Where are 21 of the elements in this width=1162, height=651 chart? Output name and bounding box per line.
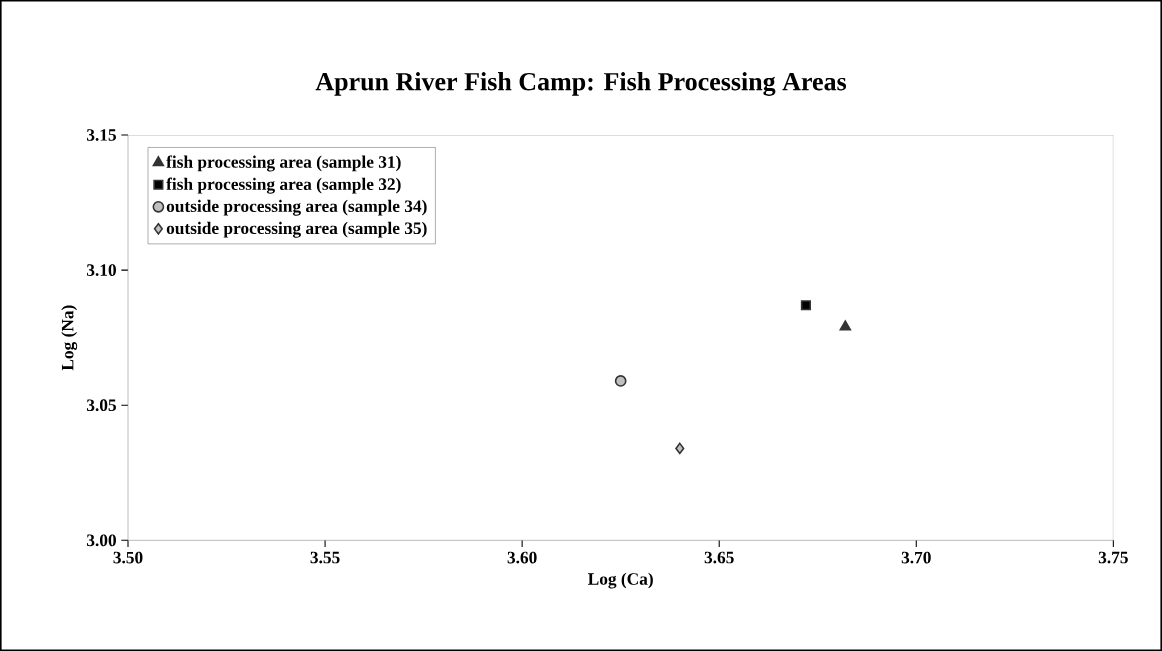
- x-tick-label: 3.70: [901, 551, 931, 564]
- legend-label: fish processing area (sample 32): [166, 177, 401, 194]
- x-tick-label: 3.75: [1098, 551, 1128, 564]
- x-tick-label: 3.65: [704, 551, 734, 564]
- y-tick-label: 3.05: [86, 399, 116, 412]
- legend-label: outside processing area (sample 35): [166, 221, 427, 238]
- y-axis-title: Log (Na): [61, 305, 78, 371]
- x-tick-label: 3.60: [507, 551, 537, 564]
- y-tick-label: 3.15: [86, 129, 116, 141]
- point: [675, 442, 685, 455]
- legend-label: outside processing area (sample 34): [166, 199, 427, 216]
- point: [800, 300, 811, 311]
- x-axis-title: Log (Ca): [587, 572, 653, 589]
- point: [839, 320, 852, 331]
- y-tick-label: 3.10: [86, 264, 116, 276]
- x-tick-label: 3.50: [113, 551, 143, 564]
- legend-label: fish processing area (sample 31): [166, 155, 401, 172]
- y-tick-label: 3.00: [86, 534, 116, 547]
- point: [614, 375, 627, 387]
- x-tick-label: 3.55: [310, 551, 340, 564]
- chart-title: Aprun River Fish Camp: Fish Processing Areas: [315, 72, 847, 96]
